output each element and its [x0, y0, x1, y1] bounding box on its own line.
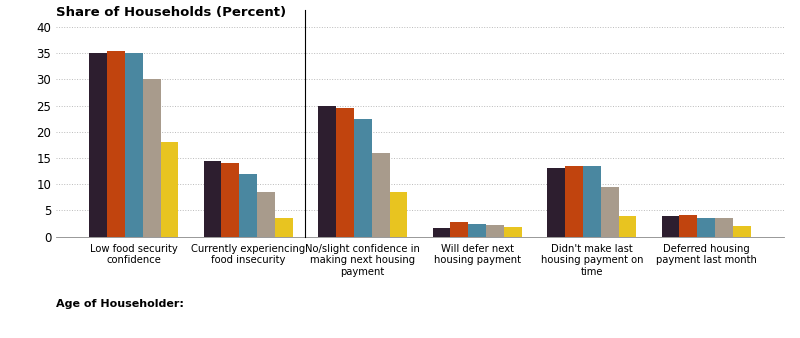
Bar — [89, 53, 107, 237]
Bar — [565, 166, 583, 237]
Bar — [583, 166, 601, 237]
Bar — [239, 174, 257, 237]
Bar — [275, 218, 293, 237]
Bar — [733, 226, 751, 237]
Bar — [601, 187, 618, 237]
Bar — [504, 227, 522, 237]
Bar — [318, 105, 336, 237]
Bar — [698, 218, 715, 237]
Bar — [662, 216, 679, 237]
Bar — [433, 228, 450, 237]
Bar — [142, 79, 161, 237]
Bar — [107, 51, 125, 237]
Bar — [354, 119, 372, 237]
Bar — [450, 222, 468, 237]
Bar — [486, 225, 504, 237]
Bar — [125, 53, 142, 237]
Bar — [468, 223, 486, 237]
Bar — [715, 218, 733, 237]
Bar — [618, 216, 637, 237]
Bar — [257, 192, 275, 237]
Text: Age of Householder:: Age of Householder: — [56, 299, 184, 309]
Bar — [222, 163, 239, 237]
Bar — [547, 168, 565, 237]
Bar — [679, 215, 698, 237]
Bar — [336, 108, 354, 237]
Bar — [161, 142, 178, 237]
Bar — [390, 192, 407, 237]
Text: Share of Households (Percent): Share of Households (Percent) — [56, 6, 286, 19]
Bar — [372, 153, 390, 237]
Bar — [203, 161, 222, 237]
